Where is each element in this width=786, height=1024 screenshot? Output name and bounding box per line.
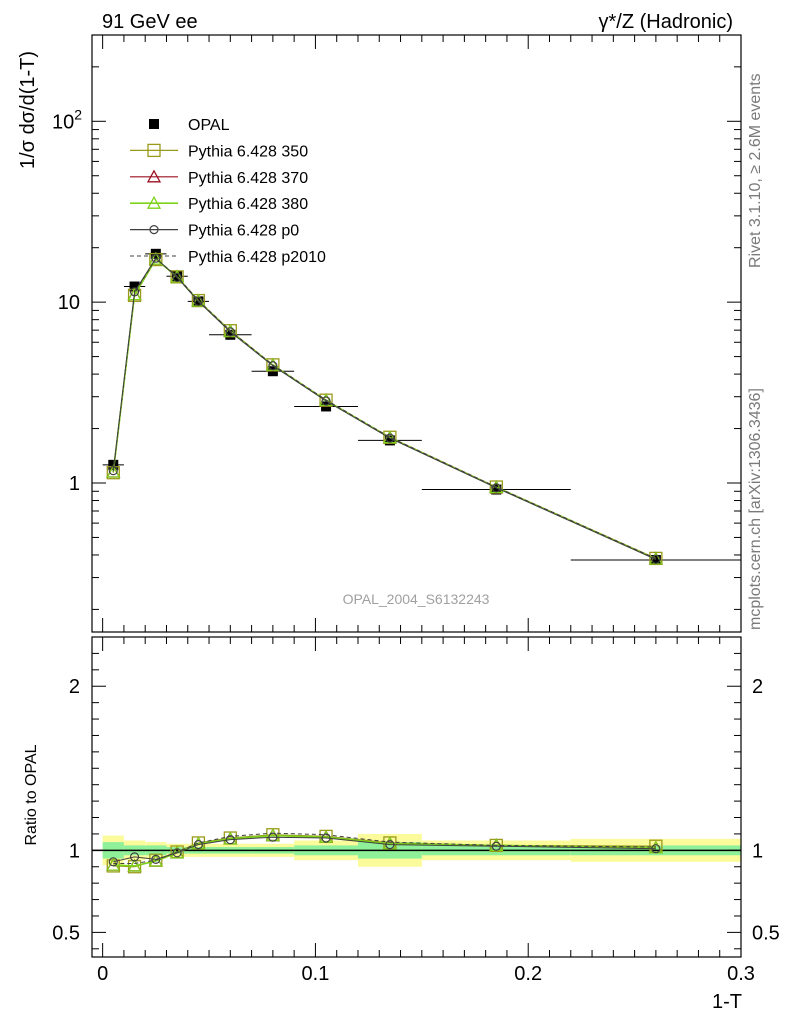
- legend-marker: [147, 143, 161, 158]
- main-series-pythia-6-428-p0: [108, 253, 661, 565]
- legend-marker-opal: [149, 119, 159, 129]
- title-left: 91 GeV ee: [102, 11, 198, 33]
- main-series-line: [112, 257, 657, 560]
- ratio-series-marker: [385, 839, 395, 850]
- ratio-series-marker: [108, 857, 118, 867]
- legend-label: Pythia 6.428 350: [188, 143, 308, 160]
- opal-data-point: [384, 435, 395, 446]
- legend-marker: [149, 225, 159, 235]
- main-series-marker: [193, 296, 203, 306]
- x-tick-label: 0.3: [727, 963, 755, 985]
- ratio-y-axis-label: Ratio to OPAL: [23, 744, 40, 845]
- main-series-marker: [268, 361, 278, 371]
- ratio-series-marker: [651, 844, 661, 854]
- main-plot-frame: [91, 34, 742, 633]
- opal-data-point: [491, 484, 502, 495]
- axis-ticks: [92, 34, 742, 957]
- ratio-series-marker: [127, 858, 142, 872]
- main-series-marker: [148, 251, 163, 265]
- ratio-series-marker: [148, 853, 163, 867]
- ratio-series-marker: [170, 845, 185, 859]
- x-tick-label: 0: [97, 963, 108, 985]
- main-series-marker: [321, 396, 331, 406]
- ratio-y-tick-label-right: 0.5: [752, 922, 780, 944]
- ratio-series-pythia-6-428-p0: [108, 832, 661, 867]
- y-tick-label: 102: [52, 106, 82, 133]
- ratio-series-marker: [225, 835, 235, 845]
- mcplots-label: mcplots.cern.ch [arXiv:1306.3436]: [747, 388, 764, 630]
- ratio-series-marker: [321, 833, 331, 843]
- ratio-series-line: [113, 836, 656, 863]
- ratio-y-tick-label: 1: [69, 840, 80, 862]
- y-tick-label: 10: [58, 292, 80, 314]
- y-tick-label-base: 10: [52, 111, 74, 133]
- legend-label: Pythia 6.428 p2010: [188, 249, 326, 266]
- ratio-series-marker: [172, 848, 182, 858]
- main-series-pythia-6-428-350: [106, 252, 663, 566]
- legend-label: Pythia 6.428 380: [188, 196, 308, 213]
- ratio-series-marker: [491, 841, 501, 851]
- legend: OPAL Pythia 6.428 350 Pythia 6.428 370 Pyth…: [130, 117, 326, 266]
- x-tick-label: 0.2: [514, 963, 542, 985]
- main-series-marker: [491, 483, 501, 493]
- main-series-marker: [651, 554, 661, 565]
- legend-marker: [146, 195, 162, 209]
- ratio-series-line: [113, 832, 656, 864]
- ratio-series-line: [113, 834, 656, 867]
- ratio-series-marker: [151, 854, 161, 864]
- main-series-pythia-6-428-370: [106, 251, 663, 565]
- main-series-pythia-6-428-p2010: [112, 257, 657, 560]
- opal-data-point: [129, 281, 140, 292]
- opal-data-point: [650, 555, 661, 566]
- legend-label: Pythia 6.428 370: [188, 170, 308, 187]
- title-right: γ*/Z (Hadronic): [599, 11, 733, 33]
- x-tick-label: 0.1: [302, 963, 330, 985]
- main-series-marker: [106, 464, 121, 478]
- x-axis-label: 1-T: [712, 991, 742, 1013]
- main-series-marker: [225, 327, 235, 337]
- legend-label: OPAL: [188, 117, 230, 134]
- main-series-marker: [172, 272, 182, 283]
- opal-data-point: [225, 329, 236, 340]
- main-series-line: [112, 257, 657, 560]
- main-series-marker: [108, 466, 118, 476]
- ratio-y-tick-label: 2: [69, 676, 80, 698]
- ratio-series-marker: [129, 852, 140, 862]
- main-series-pythia-6-428-380: [106, 251, 663, 565]
- ratio-series-pythia-6-428-p2010: [113, 832, 656, 864]
- y-tick-label-exponent: 2: [74, 106, 82, 122]
- rivet-version-label: Rivet 3.1.10, ≥ 2.6M events: [747, 73, 764, 268]
- main-series-marker: [385, 433, 395, 443]
- legend-marker: [146, 169, 162, 183]
- legend-label: Pythia 6.428 p0: [188, 223, 299, 240]
- main-series-marker: [151, 253, 161, 263]
- main-y-axis-label: 1/σ dσ/d(1-T): [17, 51, 39, 169]
- ratio-y-tick-label: 0.5: [52, 922, 80, 944]
- ratio-plot-frame: [91, 636, 742, 958]
- analysis-watermark: OPAL_2004_S6132243: [343, 591, 490, 607]
- ratio-y-tick-label-right: 2: [752, 676, 763, 698]
- ratio-y-tick-label-right: 1: [752, 840, 763, 862]
- main-series-marker: [191, 293, 206, 307]
- y-tick-label: 1: [69, 473, 80, 495]
